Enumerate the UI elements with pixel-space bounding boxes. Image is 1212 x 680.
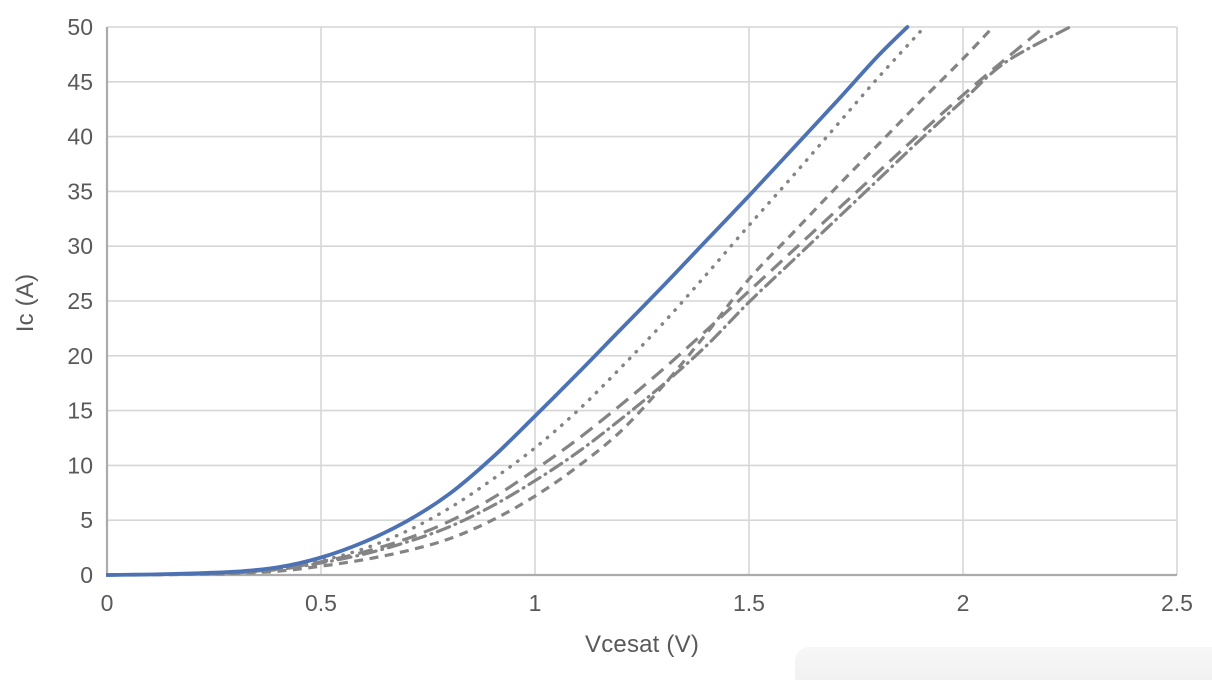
watermark-blob bbox=[795, 647, 1212, 680]
curve-long-dash-gray bbox=[106, 25, 1046, 577]
x-tick-label: 0 bbox=[101, 590, 114, 616]
y-tick-label: 30 bbox=[67, 233, 93, 259]
y-tick-label: 25 bbox=[67, 288, 93, 314]
y-tick-label: 15 bbox=[67, 398, 93, 424]
x-tick-label: 2.5 bbox=[1161, 590, 1193, 616]
y-tick-label: 50 bbox=[67, 14, 93, 40]
y-tick-label: 0 bbox=[80, 562, 93, 588]
x-tick-label: 0.5 bbox=[305, 590, 337, 616]
y-tick-label: 45 bbox=[67, 69, 93, 95]
y-tick-label: 20 bbox=[67, 343, 93, 369]
x-tick-label: 1 bbox=[529, 590, 542, 616]
x-tick-label: 2 bbox=[957, 590, 970, 616]
curve-solid-blue bbox=[106, 25, 910, 577]
curve-short-dash-gray bbox=[106, 25, 995, 577]
y-tick-label: 10 bbox=[67, 452, 93, 478]
y-tick-label: 35 bbox=[67, 178, 93, 204]
x-axis-title: Vcesat (V) bbox=[584, 631, 700, 658]
y-axis-title: Ic (A) bbox=[12, 273, 39, 333]
y-tick-label: 5 bbox=[80, 507, 93, 533]
x-tick-label: 1.5 bbox=[733, 590, 765, 616]
y-tick-label: 40 bbox=[67, 124, 93, 150]
